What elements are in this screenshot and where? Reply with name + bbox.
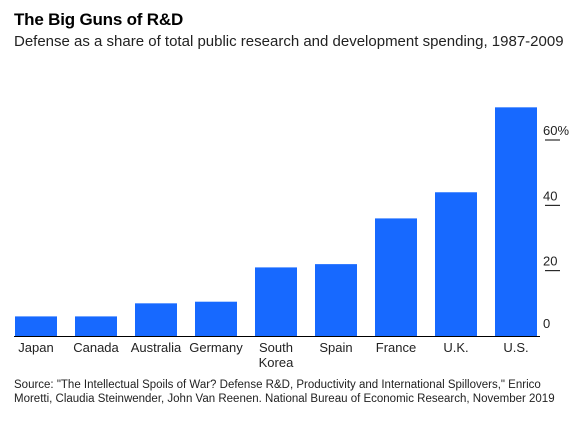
bar [375,218,417,336]
x-tick-label: France [376,340,416,355]
y-tick-label: 60% [543,123,569,138]
bar [435,192,477,336]
bar [255,267,297,336]
bar [135,303,177,336]
bar [15,316,57,336]
bar [315,264,357,336]
x-tick-label: U.S. [503,340,528,355]
bar [75,316,117,336]
x-tick-label: Australia [131,340,182,355]
bar [195,301,237,336]
x-tick-label: South Korea [259,340,294,370]
x-tick-label: Spain [319,340,352,355]
y-tick-label: 40 [543,188,557,203]
x-tick-label: U.K. [443,340,468,355]
x-tick-label: Canada [73,340,119,355]
bar [495,107,537,336]
chart-title: The Big Guns of R&D [14,10,184,29]
y-tick-label: 20 [543,254,557,269]
chart-subtitle: Defense as a share of total public resea… [14,33,564,50]
x-tick-label: Japan [18,340,53,355]
y-tick-label: 0 [543,316,550,331]
x-tick-label: Germany [189,340,243,355]
source-note: Source: "The Intellectual Spoils of War?… [14,379,555,405]
